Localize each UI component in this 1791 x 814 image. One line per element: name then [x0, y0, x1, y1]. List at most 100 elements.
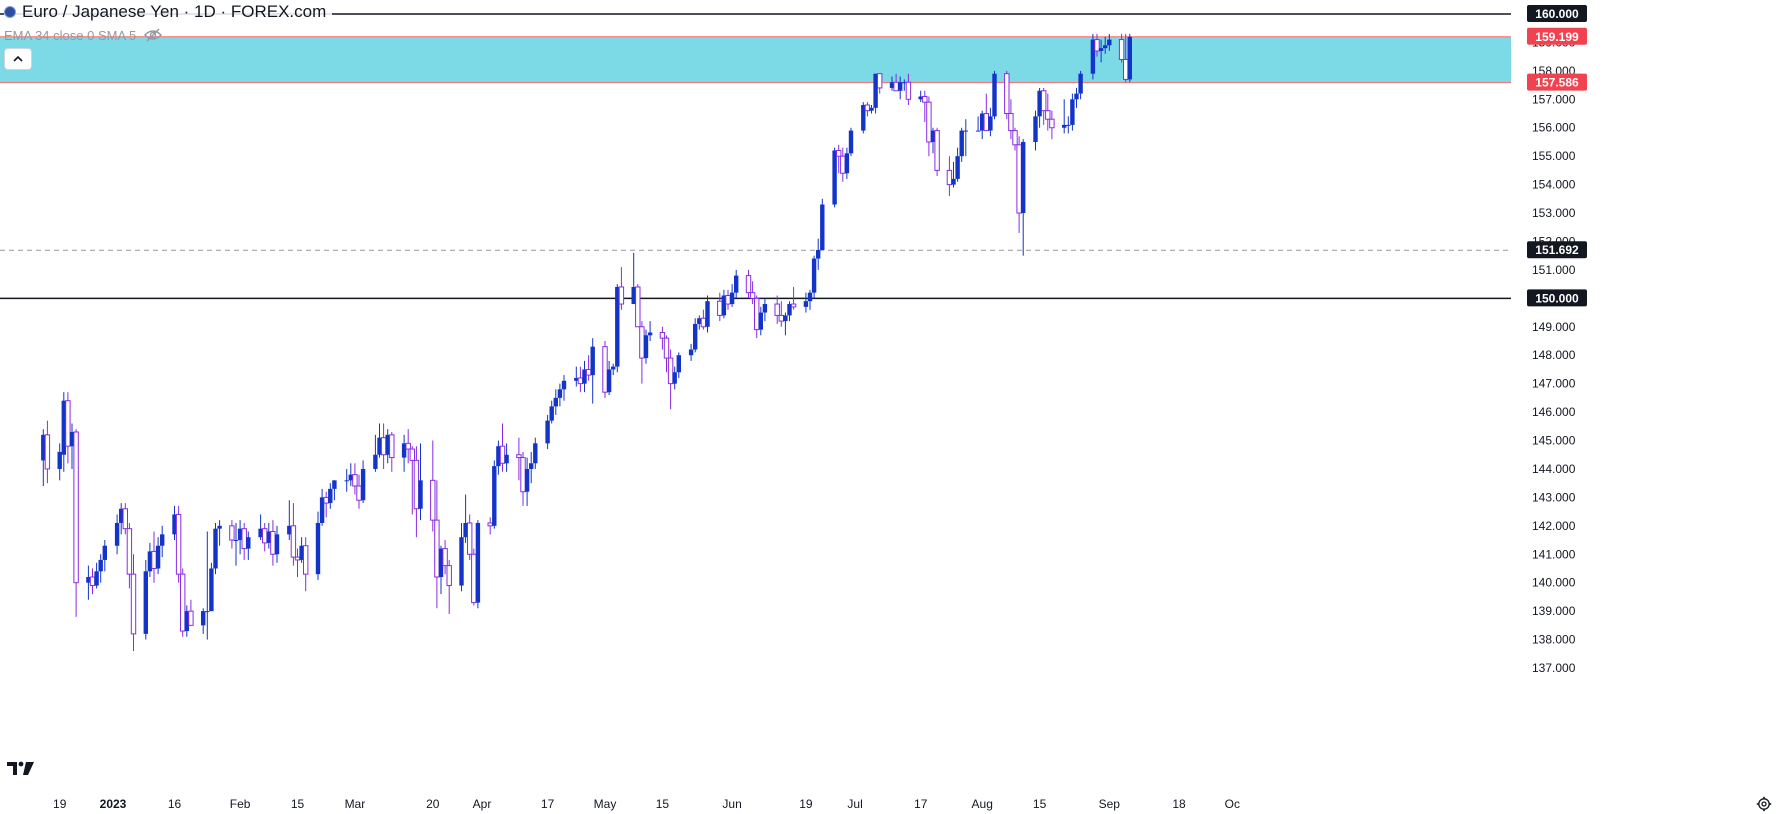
- candle[interactable]: [471, 548, 477, 606]
- candle[interactable]: [520, 451, 526, 506]
- candle[interactable]: [762, 298, 768, 322]
- candle[interactable]: [328, 483, 333, 509]
- candle[interactable]: [504, 443, 509, 472]
- candle[interactable]: [89, 568, 96, 595]
- candle[interactable]: [438, 545, 444, 595]
- candle[interactable]: [1090, 33, 1096, 80]
- candle[interactable]: [783, 312, 788, 336]
- candle[interactable]: [803, 292, 809, 313]
- price-badge[interactable]: 160.000: [1527, 5, 1587, 22]
- price-badge[interactable]: 157.586: [1527, 73, 1587, 91]
- price-badge[interactable]: 159.199: [1527, 27, 1587, 45]
- candle[interactable]: [902, 79, 907, 91]
- candle[interactable]: [745, 269, 752, 299]
- candle[interactable]: [143, 559, 148, 640]
- candle[interactable]: [1094, 33, 1100, 57]
- candle[interactable]: [934, 127, 940, 177]
- candle[interactable]: [963, 119, 968, 157]
- candle[interactable]: [241, 522, 247, 560]
- candle[interactable]: [442, 540, 448, 575]
- candle[interactable]: [401, 434, 407, 472]
- candle[interactable]: [380, 423, 387, 469]
- candle[interactable]: [119, 503, 124, 535]
- candle[interactable]: [959, 127, 964, 162]
- candle[interactable]: [114, 514, 120, 555]
- candle[interactable]: [315, 511, 321, 580]
- candle[interactable]: [618, 267, 625, 310]
- candle[interactable]: [1078, 70, 1083, 100]
- candle[interactable]: [1016, 136, 1022, 233]
- candle[interactable]: [631, 252, 636, 305]
- candle[interactable]: [975, 116, 981, 132]
- candle[interactable]: [635, 284, 641, 328]
- candle[interactable]: [980, 110, 985, 140]
- candle[interactable]: [1098, 39, 1104, 63]
- candle[interactable]: [602, 341, 608, 398]
- candle[interactable]: [69, 423, 75, 469]
- candle[interactable]: [1045, 93, 1051, 131]
- candle[interactable]: [816, 238, 821, 270]
- candle[interactable]: [729, 284, 735, 307]
- candle[interactable]: [290, 503, 297, 566]
- candle[interactable]: [1103, 36, 1108, 54]
- candle[interactable]: [344, 468, 349, 492]
- candle[interactable]: [274, 525, 280, 563]
- candle[interactable]: [533, 437, 538, 469]
- candle[interactable]: [807, 289, 813, 310]
- candle[interactable]: [721, 289, 727, 319]
- candle[interactable]: [446, 559, 452, 614]
- resistance-zone[interactable]: [0, 36, 1511, 83]
- candle[interactable]: [188, 599, 194, 626]
- candle[interactable]: [41, 429, 46, 487]
- candle[interactable]: [725, 289, 731, 310]
- candle[interactable]: [373, 434, 378, 472]
- candle[interactable]: [787, 301, 792, 322]
- candle[interactable]: [734, 269, 739, 299]
- candle[interactable]: [988, 107, 993, 137]
- candle[interactable]: [487, 517, 493, 535]
- price-badge[interactable]: 150.000: [1527, 289, 1587, 307]
- candle[interactable]: [323, 491, 329, 518]
- candle[interactable]: [820, 198, 825, 251]
- candle[interactable]: [409, 446, 416, 515]
- candle[interactable]: [663, 335, 670, 373]
- candle[interactable]: [549, 400, 554, 424]
- candle[interactable]: [377, 423, 382, 458]
- candle[interactable]: [647, 321, 653, 341]
- candle[interactable]: [1118, 33, 1125, 63]
- candle[interactable]: [606, 360, 612, 396]
- candle[interactable]: [233, 522, 239, 566]
- candle[interactable]: [262, 522, 268, 552]
- candle[interactable]: [1049, 110, 1055, 140]
- candle[interactable]: [61, 392, 66, 472]
- candle[interactable]: [287, 500, 292, 541]
- candle[interactable]: [905, 73, 912, 105]
- candle[interactable]: [946, 156, 953, 196]
- price-axis[interactable]: 137.000 138.000 139.000 140.000 141.000 142.0…: [1511, 0, 1791, 790]
- gear-icon[interactable]: [1756, 796, 1772, 812]
- candle[interactable]: [73, 429, 79, 617]
- candle[interactable]: [869, 104, 874, 114]
- candle[interactable]: [463, 494, 468, 543]
- candle[interactable]: [172, 505, 177, 541]
- candle[interactable]: [930, 127, 936, 154]
- candle[interactable]: [1070, 93, 1075, 131]
- candle[interactable]: [319, 488, 325, 526]
- candle[interactable]: [1041, 87, 1047, 125]
- candle[interactable]: [918, 90, 923, 103]
- candle[interactable]: [811, 255, 817, 299]
- candle[interactable]: [582, 360, 587, 393]
- candle[interactable]: [754, 295, 760, 339]
- candle[interactable]: [659, 326, 666, 350]
- candle[interactable]: [926, 96, 932, 157]
- candle[interactable]: [524, 457, 530, 506]
- candle[interactable]: [836, 144, 842, 174]
- candle[interactable]: [270, 520, 276, 566]
- candle[interactable]: [348, 463, 353, 487]
- candle[interactable]: [992, 70, 997, 120]
- candle[interactable]: [611, 363, 616, 376]
- candle[interactable]: [385, 429, 390, 464]
- candle[interactable]: [459, 522, 464, 592]
- candle[interactable]: [1008, 99, 1014, 140]
- candle[interactable]: [1127, 33, 1132, 83]
